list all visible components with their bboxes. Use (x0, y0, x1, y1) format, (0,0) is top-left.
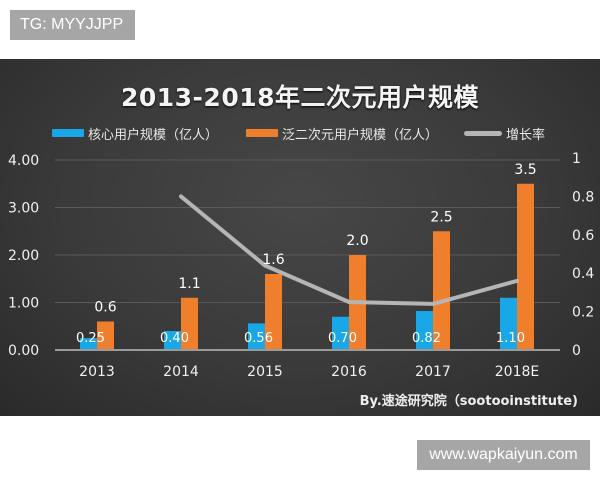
bar-pan-label: 1.1 (178, 276, 200, 292)
y-left-tick: 1.00 (8, 296, 39, 312)
x-tick-label: 2014 (163, 364, 199, 380)
legend-swatch-orange (246, 129, 279, 137)
bar-pan (265, 274, 282, 350)
growth-rate-line (179, 194, 519, 306)
bar-core-label: 0.70 (328, 331, 357, 346)
bar-pan-label: 1.6 (262, 252, 284, 268)
bar-pan (181, 297, 198, 350)
legend-swatch-blue (52, 129, 84, 137)
legend-label-core: 核心用户规模（亿人） (88, 127, 219, 143)
bar-pan (517, 183, 534, 350)
y-right-tick: 0 (572, 343, 581, 359)
bar-pan-label: 2.5 (430, 209, 452, 225)
legend-label-pan: 泛二次元用户规模（亿人） (282, 127, 439, 143)
y-right-tick: 0.8 (572, 189, 594, 205)
y-left-tick: 3.00 (8, 201, 39, 217)
legend-item-growth: 增长率 (464, 124, 545, 143)
bar-core (80, 338, 97, 350)
bar-core-label: 0.82 (412, 331, 441, 346)
y-left-tick: 0.00 (8, 343, 39, 359)
chart-title: 2013-2018年二次元用户规模 (120, 83, 480, 112)
legend-swatch-line (464, 130, 503, 136)
legend-item-core: 核心用户规模（亿人） (52, 124, 218, 143)
x-tick-label: 2016 (331, 364, 367, 380)
y-right-tick: 0.2 (572, 305, 594, 321)
bar-core-label: 1.10 (496, 331, 525, 346)
y-right-tick: 0.4 (572, 266, 594, 282)
bar-core-label: 0.56 (244, 331, 273, 346)
x-tick-label: 2015 (247, 364, 283, 380)
y-right-tick: 1 (572, 151, 581, 167)
bar-pan-label: 0.6 (94, 300, 116, 316)
bar-core (332, 316, 349, 350)
watermark-top: TG: MYYJJPP (10, 10, 135, 40)
bar-core (500, 297, 517, 350)
bar-core-label: 0.40 (160, 331, 189, 346)
bar-pan (97, 321, 114, 350)
x-tick-label: 2013 (79, 364, 115, 380)
bar-pan-label: 3.5 (514, 162, 536, 178)
bar-core (416, 311, 433, 350)
watermark-bottom: www.wapkaiyun.com (417, 440, 590, 470)
legend-item-pan: 泛二次元用户规模（亿人） (246, 124, 438, 143)
bar-pan (433, 231, 450, 350)
y-right-tick: 0.6 (572, 228, 594, 244)
y-left-tick: 2.00 (8, 248, 39, 264)
legend-label-growth: 增长率 (506, 127, 546, 143)
chart-legend: 核心用户规模（亿人） 泛二次元用户规模（亿人） 增长率 (52, 124, 561, 143)
bar-core (248, 323, 265, 350)
y-left-tick: 4.00 (8, 153, 39, 169)
bar-pan-label: 2.0 (346, 233, 368, 249)
chart-source: By.速途研究院（sootooinstitute) (359, 394, 578, 409)
x-tick-label: 2018E (495, 364, 539, 380)
chart-panel: 2013-2018年二次元用户规模 核心用户规模（亿人） 泛二次元用户规模（亿人… (0, 59, 600, 416)
x-tick-label: 2017 (415, 364, 451, 380)
bar-core-label: 0.25 (76, 331, 105, 346)
bar-core (164, 331, 181, 350)
